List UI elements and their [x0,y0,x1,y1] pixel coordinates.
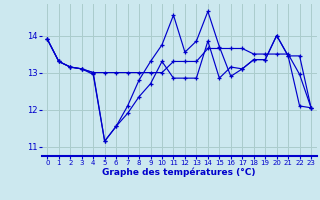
X-axis label: Graphe des températures (°C): Graphe des températures (°C) [102,168,256,177]
